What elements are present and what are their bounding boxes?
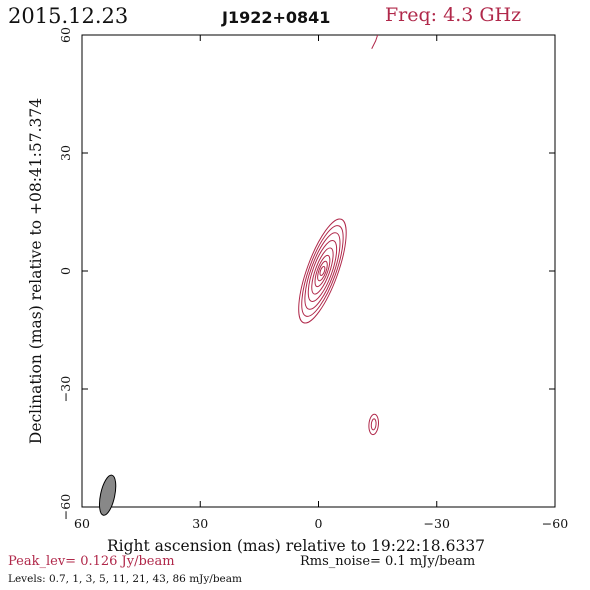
core-contour [307, 240, 338, 302]
observation-date: 2015.12.23 [8, 4, 129, 28]
beam-ellipse [98, 474, 117, 516]
source-name: J1922+0841 [222, 8, 331, 27]
axis-ticks [81, 34, 556, 508]
core-contour [319, 266, 326, 276]
core-contour [298, 218, 347, 324]
contour-lines [298, 34, 379, 436]
edge-contour [371, 34, 379, 49]
y-axis-label: Declination (mas) relative to +08:41:57.… [27, 98, 45, 444]
x-tick-label: 60 [74, 516, 90, 531]
core-contour [311, 247, 334, 295]
peak-level: Peak_lev= 0.126 Jy/beam [8, 554, 175, 569]
x-tick-label: −30 [424, 516, 450, 531]
rms-noise: Rms_noise= 0.1 mJy/beam [300, 554, 476, 569]
core-contour [314, 254, 331, 288]
x-axis-label: Right ascension (mas) relative to 19:22:… [107, 537, 485, 555]
y-tick-label: −30 [58, 376, 73, 402]
x-tick-label: 0 [315, 516, 323, 531]
y-tick-label: −60 [58, 494, 73, 520]
core-contour [301, 225, 344, 317]
core-contour [304, 232, 341, 310]
x-tick-label: 30 [192, 516, 208, 531]
y-tick-label: 0 [58, 267, 73, 275]
contour-levels: Levels: 0.7, 1, 3, 5, 11, 21, 43, 86 mJy… [8, 573, 242, 585]
y-tick-label: 60 [58, 27, 73, 43]
frequency-label: Freq: 4.3 GHz [385, 4, 522, 26]
y-tick-label: 30 [58, 145, 73, 161]
core-contour [317, 260, 328, 282]
x-tick-label: −60 [542, 516, 568, 531]
beam-shape [98, 474, 117, 516]
south-spot-contour [368, 413, 379, 436]
south-spot-contour [370, 418, 377, 431]
